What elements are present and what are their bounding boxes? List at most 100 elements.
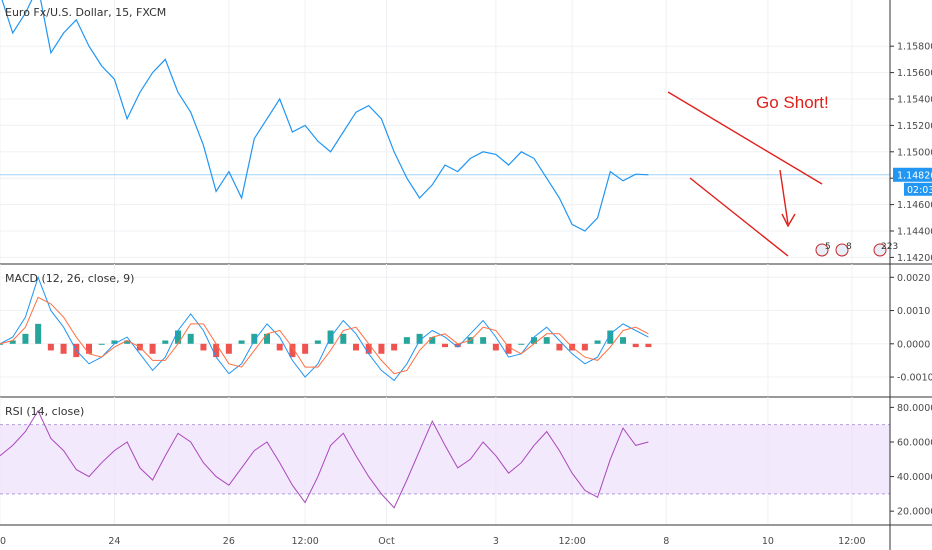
macd-histogram-bar: [594, 340, 601, 344]
price-grid: [0, 0, 890, 264]
macd-histogram-bar: [162, 340, 169, 344]
macd-histogram-bar: [86, 343, 92, 354]
macd-histogram-bar: [47, 343, 54, 351]
macd-histogram-bar: [175, 330, 181, 344]
event-flag[interactable]: 8: [835, 242, 852, 257]
macd-histogram-bar: [531, 337, 537, 344]
macd-tick-label: -0.0010: [897, 373, 932, 384]
macd-histogram-bar: [353, 343, 359, 351]
macd-histogram-bar: [391, 343, 398, 351]
macd-histogram-bar: [124, 340, 131, 344]
macd-histogram-bar: [200, 343, 207, 351]
time-tick-label: 3: [493, 536, 499, 547]
macd-histogram-bar: [9, 340, 16, 344]
macd-histogram-bar: [22, 333, 29, 344]
macd-line: [0, 275, 649, 382]
time-tick-label: 24: [108, 536, 120, 547]
rsi-tick-label: 40.0000: [897, 472, 932, 483]
rsi-line: [0, 409, 649, 509]
macd-histogram-bar: [225, 343, 232, 354]
macd-histogram-bar: [35, 323, 42, 344]
event-flag[interactable]: 5: [815, 242, 831, 257]
macd-histogram-bar: [429, 337, 436, 344]
macd-signal-line: [0, 296, 649, 375]
macd-histogram-bar: [251, 333, 258, 344]
price-tick-label: 1.14600: [897, 200, 932, 211]
short-arrow-head[interactable]: [781, 213, 796, 228]
macd-histogram-bar: [416, 333, 423, 344]
macd-histogram-bar: [365, 343, 372, 354]
macd-histogram-bar: [607, 330, 614, 344]
macd-histogram-bar: [289, 343, 296, 358]
macd-histogram-bar: [518, 343, 525, 345]
rsi-band: [0, 424, 890, 494]
macd-pane[interactable]: MACD (12, 26, close, 9): [0, 264, 890, 397]
macd-histogram-bar: [340, 333, 347, 344]
macd-pane-title: MACD (12, 26, close, 9): [5, 272, 134, 285]
macd-histogram-bar: [454, 343, 461, 348]
flag-label: 5: [825, 242, 831, 252]
macd-histogram-bar: [378, 343, 385, 354]
macd-histogram-bar: [632, 343, 639, 348]
macd-histogram-bar: [442, 343, 448, 348]
macd-histogram-bar: [543, 337, 550, 344]
price-tick-label: 1.15600: [897, 68, 932, 79]
macd-histogram-bar: [645, 343, 652, 348]
flag-label: 8: [846, 242, 852, 252]
rsi-pane[interactable]: RSI (14, close): [0, 397, 890, 525]
macd-tick-label: 0.0020: [897, 273, 930, 284]
rsi-axis[interactable]: 20.0000 40.0000 60.0000 80.0000: [890, 403, 932, 518]
flag-icon: [873, 243, 887, 257]
price-tick-label: 1.15200: [897, 121, 932, 132]
price-tick-label: 1.14200: [897, 253, 932, 264]
macd-histogram-bar: [556, 343, 563, 351]
time-tick-label: 10: [762, 536, 774, 547]
macd-histogram-bar: [492, 343, 499, 351]
price-tick-label: 1.14400: [897, 227, 932, 238]
flag-icon: [835, 243, 849, 257]
macd-histogram-bar: [187, 333, 194, 344]
go-short-annotation[interactable]: Go Short!: [756, 93, 829, 112]
price-tick-label: 1.15800: [897, 42, 932, 53]
time-axis[interactable]: 20 24 26 12:00 Oct 3 12:00 8 10 12:00: [0, 536, 866, 547]
current-price-value: 1.14826: [897, 170, 932, 181]
rsi-tick-label: 80.0000: [897, 403, 932, 414]
price-pane[interactable]: Go Short! Euro Fx/U.S. Dollar, 15, FXCM …: [0, 0, 898, 264]
macd-histogram-bar: [213, 343, 220, 358]
macd-histogram-bar: [403, 337, 410, 344]
rsi-tick-label: 60.0000: [897, 437, 932, 448]
price-axis[interactable]: 1.142001.144001.146001.148001.150001.152…: [890, 42, 932, 264]
price-tick-label: 1.15000: [897, 147, 932, 158]
price-tick-label: 1.15400: [897, 95, 932, 106]
macd-axis[interactable]: -0.0010 0.0000 0.0010 0.0020: [890, 273, 932, 384]
macd-histogram-bar: [276, 343, 283, 351]
macd-histogram: [0, 323, 652, 358]
rsi-tick-label: 20.0000: [897, 507, 932, 518]
time-tick-label: 26: [223, 536, 235, 547]
current-price-badge: [893, 167, 932, 182]
macd-histogram-bar: [314, 340, 321, 344]
macd-histogram-bar: [302, 343, 309, 354]
macd-histogram-bar: [149, 343, 156, 354]
macd-histogram-bar: [264, 333, 270, 344]
short-arrow-shaft[interactable]: [779, 169, 789, 225]
macd-tick-label: 0.0010: [897, 306, 930, 317]
lower-trendline[interactable]: [689, 177, 789, 257]
current-price-tag: 1.14826 02:03: [893, 167, 932, 196]
flag-icon: [815, 243, 829, 257]
macd-histogram-bar: [480, 337, 487, 344]
macd-tick-label: 0.0000: [897, 339, 930, 350]
time-tick-label: 20: [0, 536, 6, 547]
upper-trendline[interactable]: [667, 91, 823, 185]
price-series-line: [1, 0, 649, 232]
time-tick-label: 12:00: [838, 536, 865, 547]
time-tick-label: 12:00: [558, 536, 585, 547]
time-tick-label: Oct: [378, 536, 395, 547]
countdown-badge: [904, 182, 932, 196]
macd-histogram-bar: [238, 340, 245, 344]
countdown-value: 02:03: [907, 185, 932, 196]
macd-histogram-bar: [620, 337, 626, 344]
macd-histogram-bar: [0, 343, 3, 345]
macd-histogram-bar: [581, 343, 588, 351]
